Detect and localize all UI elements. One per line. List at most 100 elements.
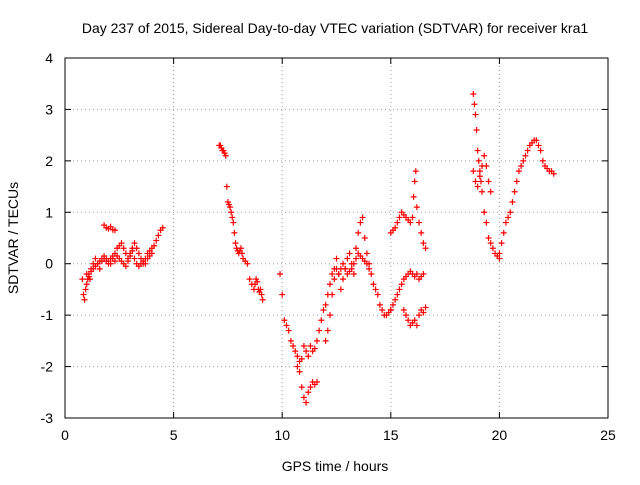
data-point (322, 301, 329, 308)
data-point (511, 188, 518, 195)
data-point (359, 214, 366, 221)
data-point (409, 214, 416, 221)
data-point (340, 260, 347, 267)
x-tick-label: 15 (383, 427, 399, 443)
data-point (259, 296, 266, 303)
data-point (292, 348, 299, 355)
data-point (379, 307, 386, 313)
data-point (422, 245, 429, 252)
data-point (300, 394, 307, 401)
data-point (340, 276, 347, 283)
data-point (326, 312, 333, 319)
data-point (222, 152, 229, 159)
data-point (407, 219, 414, 226)
data-point (509, 199, 516, 205)
data-point (131, 240, 138, 247)
data-point (387, 307, 394, 313)
data-point (329, 291, 336, 298)
data-point (313, 379, 320, 385)
data-point (96, 265, 103, 272)
data-point (237, 245, 244, 252)
y-axis-label: SDTVAR / TECUs (5, 182, 21, 294)
data-point (487, 188, 494, 195)
data-point (420, 240, 427, 247)
data-point (396, 286, 403, 293)
data-point (470, 168, 477, 175)
data-point (223, 183, 230, 190)
data-point (485, 235, 492, 241)
y-tick-label: -2 (41, 359, 54, 375)
data-point (420, 309, 427, 316)
data-point (483, 219, 490, 226)
data-point (412, 168, 419, 175)
data-point (277, 271, 284, 277)
data-point (307, 384, 314, 391)
data-point (344, 255, 351, 262)
data-point (413, 322, 420, 329)
data-point (353, 255, 360, 262)
data-point (472, 111, 479, 118)
data-point (228, 209, 235, 216)
data-point (470, 91, 477, 97)
data-point (127, 253, 134, 259)
x-tick-label: 10 (274, 427, 290, 443)
x-tick-label: 20 (492, 427, 508, 443)
data-layer (79, 91, 557, 406)
data-point (413, 204, 420, 211)
plot-frame (64, 57, 609, 419)
data-point (348, 265, 355, 272)
series-sdtvar (79, 91, 557, 406)
data-point (394, 219, 401, 226)
data-point (471, 101, 478, 108)
data-point (298, 355, 305, 362)
data-point (507, 209, 514, 216)
data-point (318, 317, 325, 324)
data-point (80, 291, 87, 298)
data-point (294, 353, 301, 360)
data-point (82, 286, 89, 293)
data-point (230, 219, 237, 226)
data-point (129, 247, 136, 254)
data-point (485, 178, 492, 185)
data-point (290, 343, 297, 349)
x-tick-label: 5 (170, 427, 178, 443)
data-point (333, 255, 340, 262)
label-layer: 0 5 10 15 20 25 -3 -2 -1 0 1 2 3 4 (41, 50, 616, 443)
data-point (363, 260, 370, 267)
data-point (153, 237, 160, 244)
data-point (520, 157, 527, 164)
data-point (300, 343, 307, 349)
data-point (405, 317, 412, 324)
data-point (120, 245, 127, 252)
data-point (522, 152, 529, 159)
data-point (298, 384, 305, 391)
data-point (420, 271, 427, 277)
data-point (487, 240, 494, 247)
y-tick-label: 3 (45, 101, 53, 117)
data-point (476, 168, 483, 175)
data-point (496, 255, 503, 262)
data-point (498, 240, 505, 247)
y-tick-label: 2 (45, 153, 53, 169)
data-point (135, 250, 142, 257)
data-point (313, 337, 320, 344)
data-point (83, 281, 90, 288)
data-point (513, 178, 520, 185)
data-point (296, 368, 303, 375)
data-point (331, 276, 338, 283)
data-point (489, 245, 496, 252)
y-tick-label: 0 (45, 256, 53, 272)
data-point (411, 178, 418, 185)
data-point (124, 258, 131, 265)
data-point (353, 245, 360, 252)
data-point (472, 178, 479, 185)
data-point (363, 250, 370, 257)
data-point (244, 260, 251, 267)
data-point (418, 229, 425, 236)
data-point (151, 242, 158, 249)
y-tick-label: -3 (41, 410, 54, 426)
y-tick-label: 1 (45, 204, 53, 220)
data-point (474, 147, 481, 154)
data-point (537, 147, 544, 154)
